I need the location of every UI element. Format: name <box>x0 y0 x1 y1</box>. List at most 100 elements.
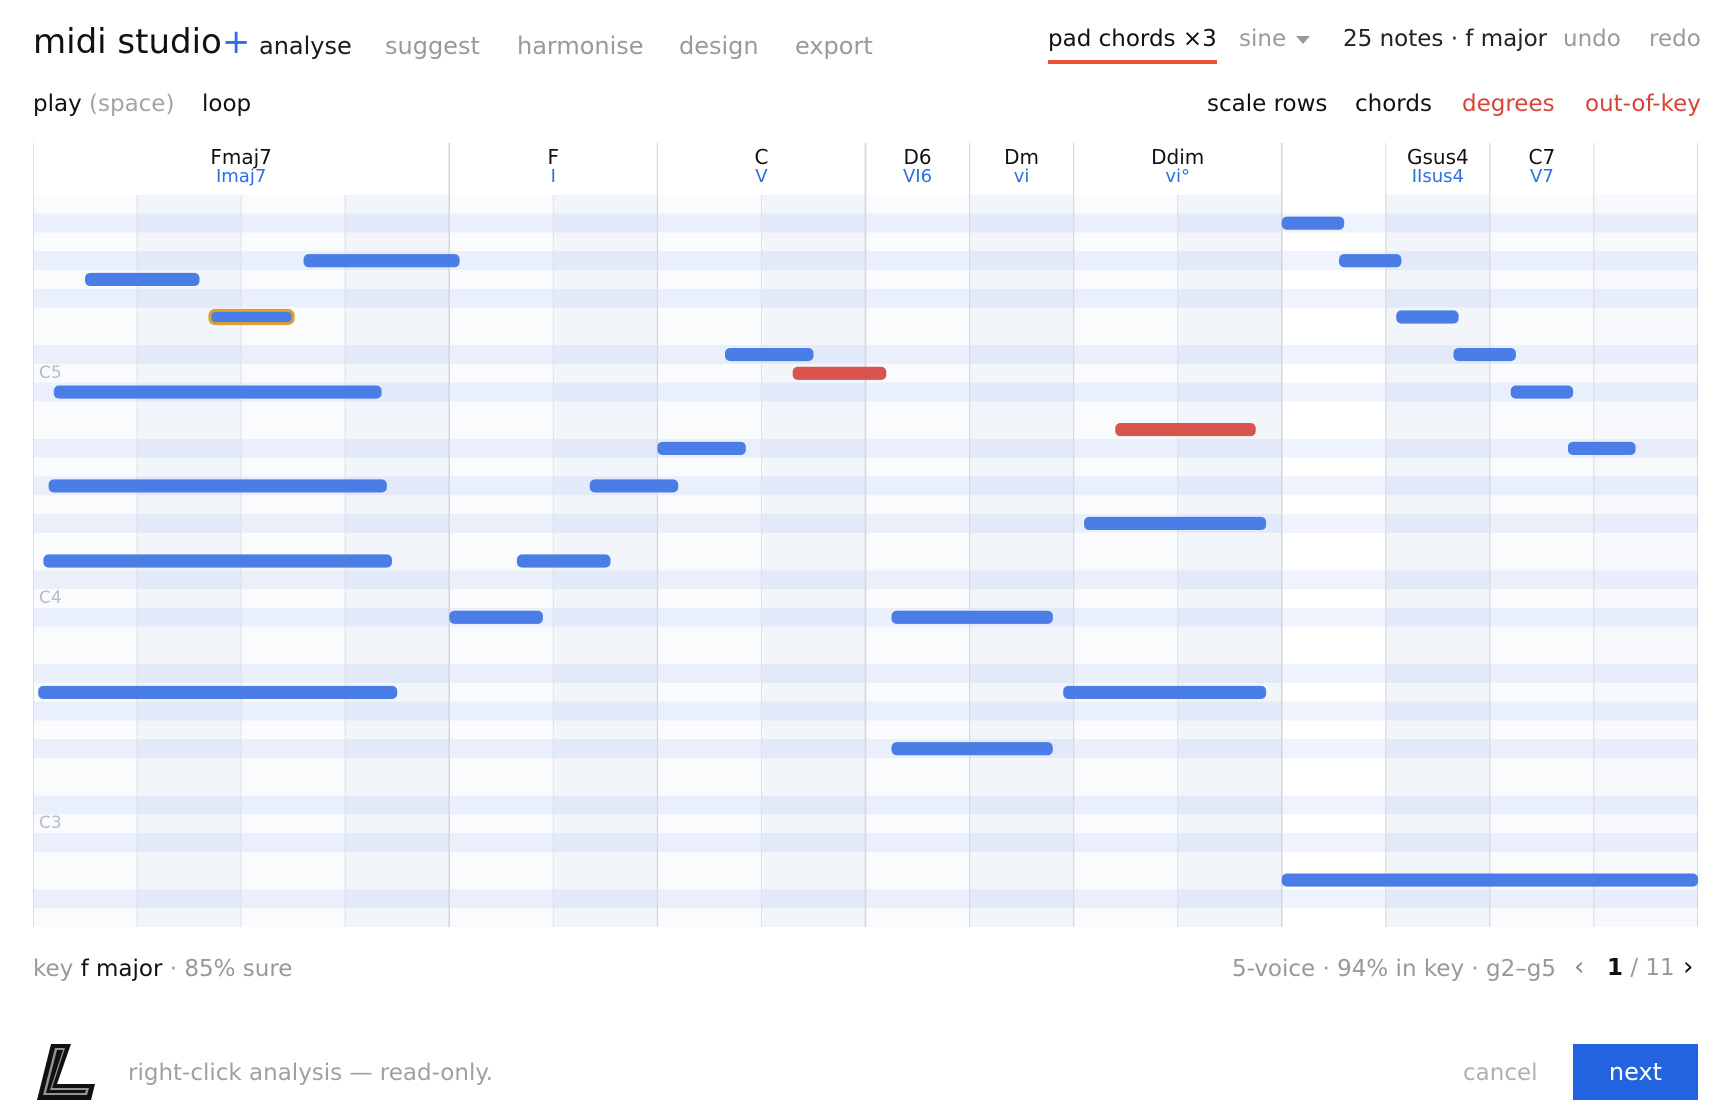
note-count-status: 25 notes · f major <box>1343 26 1548 52</box>
out-of-key-toggle[interactable]: out-of-key <box>1585 91 1701 117</box>
chord-degree: I <box>550 166 556 187</box>
key-detection: key f major · 85% sure <box>33 956 292 982</box>
note-out-of-key[interactable] <box>1115 423 1256 437</box>
scale-rows-toggle[interactable]: scale rows <box>1207 91 1328 117</box>
key-root: f <box>80 956 89 982</box>
hint-text: right-click analysis — read-only. <box>128 1060 493 1086</box>
play-shortcut-hint: (space) <box>89 91 175 117</box>
chord-label[interactable]: Gsus4 IIsus4 <box>1368 147 1508 187</box>
waveform-select[interactable]: sine <box>1239 26 1311 52</box>
chord-label[interactable]: Dm vi <box>952 147 1092 187</box>
chord-name: F <box>547 145 560 169</box>
note[interactable] <box>53 385 382 399</box>
chord-region <box>1385 195 1490 927</box>
chord-degree: VI6 <box>902 166 933 187</box>
chords-toggle[interactable]: chords <box>1355 91 1432 117</box>
app-plus: + <box>221 22 251 62</box>
note[interactable] <box>303 254 460 268</box>
next-page-button[interactable]: › <box>1683 952 1694 982</box>
chord-name: Fmaj7 <box>210 145 272 169</box>
chord-degree: Imaj7 <box>215 166 267 187</box>
chord-degree: IIsus4 <box>1411 166 1464 187</box>
note[interactable] <box>1063 685 1267 699</box>
chevron-down-icon <box>1296 35 1311 44</box>
piano-roll[interactable]: Fmaj7 Imaj7 F I C V D6 VI6 Dm vi Ddim vi° Gsus4 IIsus… <box>33 143 1698 927</box>
page-current: 1 <box>1607 955 1624 981</box>
loop-toggle[interactable]: loop <box>202 91 252 117</box>
note[interactable] <box>449 610 543 624</box>
undo-button[interactable]: undo <box>1563 26 1621 52</box>
beat-shade <box>1177 195 1282 927</box>
note[interactable] <box>891 742 1053 756</box>
chord-name: C <box>754 145 769 169</box>
chord-label[interactable]: Ddim vi° <box>1108 147 1248 187</box>
note[interactable] <box>1281 873 1698 887</box>
note[interactable] <box>1567 441 1636 455</box>
waveform-value: sine <box>1239 26 1287 52</box>
chord-degree: V7 <box>1530 166 1554 187</box>
beat-shade <box>1593 195 1698 927</box>
note[interactable] <box>1281 216 1345 230</box>
preset-selector[interactable]: pad chords ×3 <box>1048 26 1217 64</box>
note-selected[interactable] <box>208 308 295 326</box>
redo-button[interactable]: redo <box>1649 26 1701 52</box>
note-out-of-key[interactable] <box>792 366 887 380</box>
tab-export[interactable]: export <box>795 32 873 60</box>
beat-shade <box>761 195 866 927</box>
note[interactable] <box>589 479 679 493</box>
chord-degree: vi° <box>1165 166 1191 187</box>
chord-region <box>969 195 1074 927</box>
voicing-stats: 5-voice · 94% in key · g2–g5 <box>1232 956 1556 982</box>
chord-name: Gsus4 <box>1406 145 1469 169</box>
note[interactable] <box>1396 310 1459 324</box>
next-button[interactable]: next <box>1573 1044 1698 1100</box>
chord-label[interactable]: D6 VI6 <box>848 147 988 187</box>
chord-name: D6 <box>903 145 932 169</box>
chord-region <box>1489 195 1594 927</box>
note[interactable] <box>43 554 393 568</box>
note[interactable] <box>725 347 814 362</box>
chord-label[interactable]: Fmaj7 Imaj7 <box>171 147 311 187</box>
note[interactable] <box>891 610 1053 624</box>
cancel-button[interactable]: cancel <box>1463 1060 1538 1086</box>
beat-shade <box>969 195 1074 927</box>
chord-label[interactable]: C7 V7 <box>1472 147 1612 187</box>
page-total: / 11 <box>1630 955 1675 981</box>
brand-logo-icon <box>37 1044 95 1100</box>
page-indicator: 1 / 11 <box>1607 955 1675 981</box>
chord-name: Dm <box>1004 145 1040 169</box>
key-prefix: key <box>33 956 74 982</box>
octave-label: C3 <box>39 813 62 834</box>
note[interactable] <box>1338 254 1402 268</box>
note[interactable] <box>657 441 746 455</box>
octave-label: C4 <box>39 588 62 609</box>
tab-design[interactable]: design <box>679 32 759 60</box>
note[interactable] <box>1453 347 1516 362</box>
chord-degree: V <box>755 166 768 187</box>
note[interactable] <box>85 272 200 287</box>
prev-page-button[interactable]: ‹ <box>1574 952 1585 982</box>
degrees-toggle[interactable]: degrees <box>1462 91 1555 117</box>
key-confidence: · 85% sure <box>169 956 293 982</box>
note[interactable] <box>48 479 387 493</box>
piano-roll-canvas[interactable] <box>33 143 1698 927</box>
app-name: midi studio <box>33 22 222 62</box>
key-mode: major <box>96 956 163 982</box>
tab-suggest[interactable]: suggest <box>385 32 480 60</box>
tab-harmonise[interactable]: harmonise <box>517 32 644 60</box>
play-label: play <box>33 91 82 117</box>
tab-analyse[interactable]: analyse <box>259 32 352 60</box>
chord-name: C7 <box>1528 145 1556 169</box>
note[interactable] <box>516 554 611 568</box>
play-button[interactable]: play (space) <box>33 91 174 117</box>
note[interactable] <box>1510 385 1574 399</box>
note[interactable] <box>1084 516 1267 531</box>
note[interactable] <box>38 685 398 699</box>
chord-region <box>865 195 970 927</box>
octave-label: C5 <box>39 362 62 383</box>
chord-degree: vi <box>1013 166 1030 187</box>
chord-name: Ddim <box>1151 145 1205 169</box>
app-title: midi studio+ <box>33 22 250 62</box>
